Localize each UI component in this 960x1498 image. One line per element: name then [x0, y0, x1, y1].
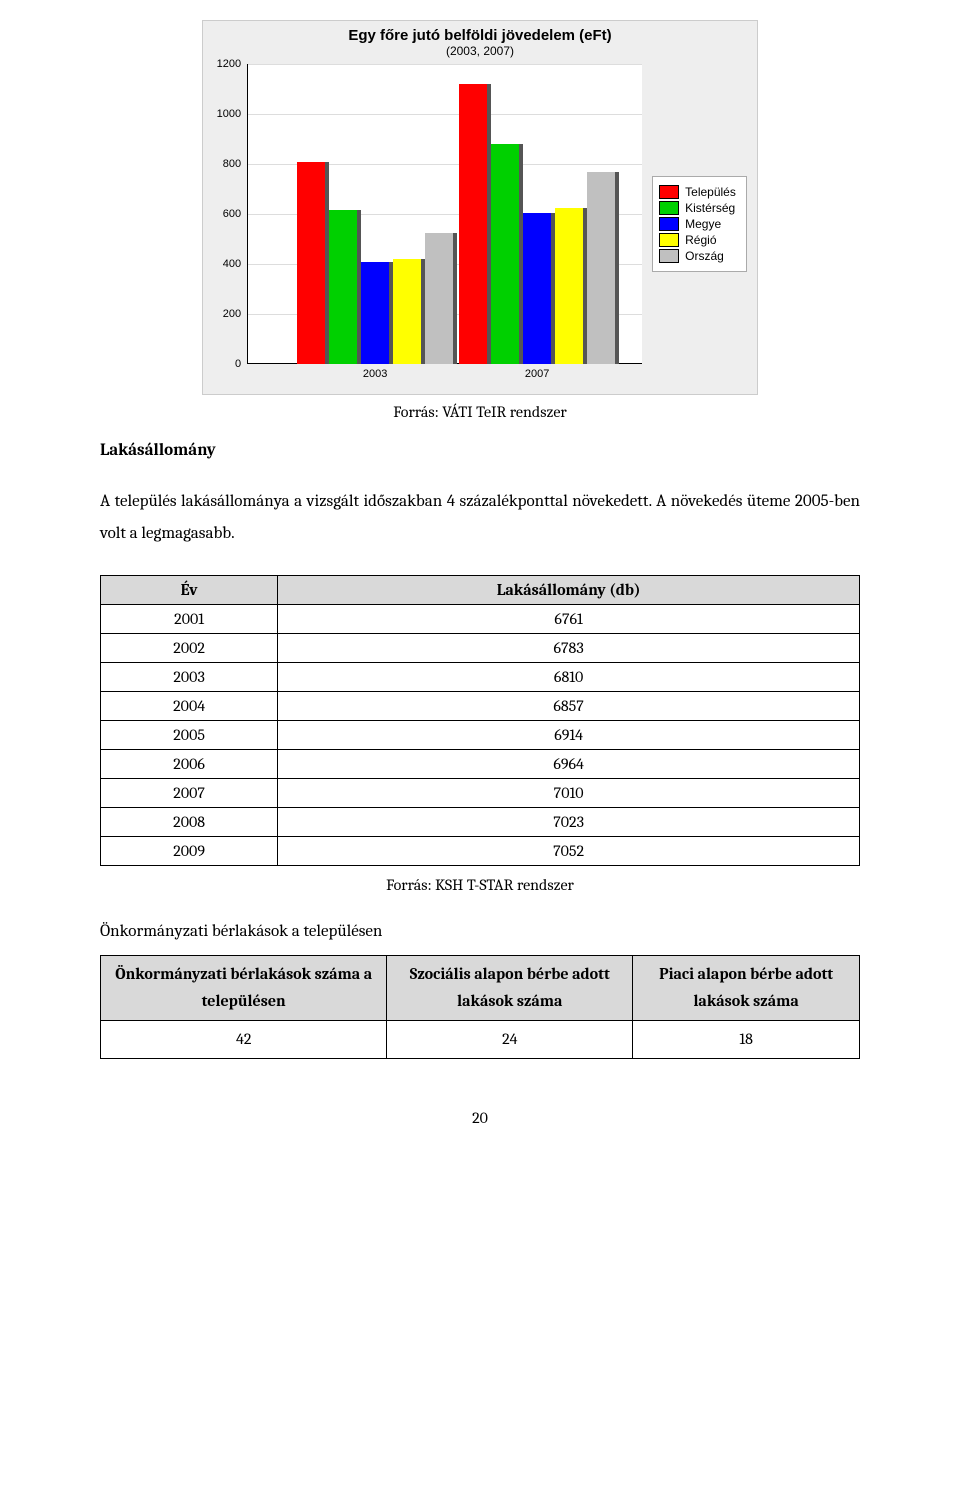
bar: [425, 233, 453, 364]
table-cell: 6964: [278, 749, 860, 778]
housing-stock-table: ÉvLakásállomány (db) 2001676120026783200…: [100, 575, 860, 866]
chart-title: Egy főre jutó belföldi jövedelem (eFt): [213, 27, 747, 44]
table-row: 20016761: [101, 604, 860, 633]
y-tick-label: 200: [223, 308, 247, 320]
y-tick-label: 0: [235, 358, 247, 370]
table-cell: 7010: [278, 778, 860, 807]
legend-swatch: [659, 233, 679, 247]
table-row: 20066964: [101, 749, 860, 778]
bar: [587, 172, 615, 365]
table-row: 20056914: [101, 720, 860, 749]
table-row: 422418: [101, 1020, 860, 1058]
bar: [297, 162, 325, 365]
table-cell: 2005: [101, 720, 278, 749]
bar: [459, 84, 487, 364]
table-cell: 18: [633, 1020, 860, 1058]
y-tick-label: 600: [223, 208, 247, 220]
x-tick-label: 2007: [525, 364, 549, 380]
table-cell: 2001: [101, 604, 278, 633]
table-row: 20077010: [101, 778, 860, 807]
legend-label: Régió: [685, 233, 716, 247]
table-header-cell: Önkormányzati bérlakások száma a települ…: [101, 955, 387, 1020]
bar: [491, 144, 519, 364]
legend-swatch: [659, 201, 679, 215]
document-page: Egy főre jutó belföldi jövedelem (eFt) (…: [0, 0, 960, 1167]
table-cell: 6810: [278, 662, 860, 691]
chart-area: 02004006008001000120020032007 Település K…: [213, 64, 747, 384]
table-cell: 7052: [278, 836, 860, 865]
legend-swatch: [659, 185, 679, 199]
bar: [393, 259, 421, 364]
legend-item: Megye: [659, 217, 736, 231]
table-cell: 42: [101, 1020, 387, 1058]
subheading: Önkormányzati bérlakások a településen: [100, 922, 860, 941]
table-header-cell: Piaci alapon bérbe adott lakások száma: [633, 955, 860, 1020]
table-header-cell: Év: [101, 575, 278, 604]
table-cell: 2003: [101, 662, 278, 691]
gridline: [247, 114, 642, 115]
y-tick-label: 400: [223, 258, 247, 270]
legend-item: Régió: [659, 233, 736, 247]
legend-item: Település: [659, 185, 736, 199]
legend-label: Kistérség: [685, 201, 735, 215]
table-cell: 2007: [101, 778, 278, 807]
table-header-cell: Szociális alapon bérbe adott lakások szá…: [387, 955, 633, 1020]
legend-item: Ország: [659, 249, 736, 263]
table-cell: 2008: [101, 807, 278, 836]
bar: [523, 213, 551, 364]
table-row: 20097052: [101, 836, 860, 865]
chart-source: Forrás: VÁTI TeIR rendszer: [100, 403, 860, 421]
municipal-housing-table: Önkormányzati bérlakások száma a települ…: [100, 955, 860, 1060]
legend-label: Megye: [685, 217, 721, 231]
chart-legend: Település Kistérség Megye Régió Ország: [652, 176, 747, 272]
bar: [555, 208, 583, 364]
chart-subtitle: (2003, 2007): [213, 44, 747, 58]
table-cell: 2009: [101, 836, 278, 865]
y-tick-label: 1200: [217, 58, 247, 70]
table-row: 20046857: [101, 691, 860, 720]
bar: [329, 210, 357, 364]
body-paragraph: A település lakásállománya a vizsgált id…: [100, 486, 860, 551]
table-row: 20036810: [101, 662, 860, 691]
x-tick-label: 2003: [363, 364, 387, 380]
chart-plot: 02004006008001000120020032007: [247, 64, 642, 364]
legend-item: Kistérség: [659, 201, 736, 215]
y-tick-label: 800: [223, 158, 247, 170]
table-cell: 2004: [101, 691, 278, 720]
table-row: 20026783: [101, 633, 860, 662]
table-cell: 6914: [278, 720, 860, 749]
legend-swatch: [659, 217, 679, 231]
bar: [361, 262, 389, 365]
table-header-cell: Lakásállomány (db): [278, 575, 860, 604]
income-bar-chart: Egy főre jutó belföldi jövedelem (eFt) (…: [202, 20, 758, 395]
section-heading: Lakásállomány: [100, 441, 860, 460]
table-cell: 24: [387, 1020, 633, 1058]
table-cell: 6761: [278, 604, 860, 633]
table-cell: 6857: [278, 691, 860, 720]
y-tick-label: 1000: [217, 108, 247, 120]
y-axis: [247, 64, 248, 364]
legend-label: Település: [685, 185, 736, 199]
table-cell: 2006: [101, 749, 278, 778]
table-cell: 7023: [278, 807, 860, 836]
table-cell: 2002: [101, 633, 278, 662]
legend-swatch: [659, 249, 679, 263]
chart-container: Egy főre jutó belföldi jövedelem (eFt) (…: [100, 20, 860, 395]
legend-label: Ország: [685, 249, 724, 263]
table-cell: 6783: [278, 633, 860, 662]
table1-source: Forrás: KSH T-STAR rendszer: [100, 876, 860, 894]
gridline: [247, 64, 642, 65]
page-number: 20: [100, 1109, 860, 1127]
table-row: 20087023: [101, 807, 860, 836]
